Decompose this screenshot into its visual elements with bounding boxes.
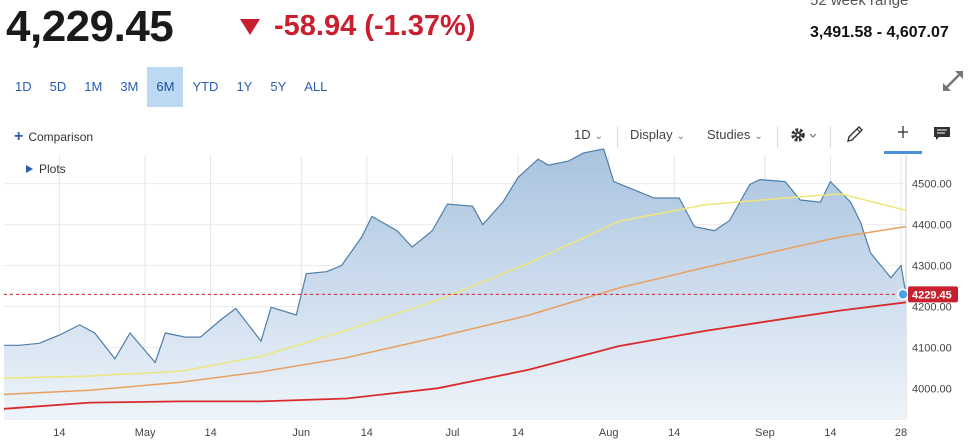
chevron-down-icon: ⌄ xyxy=(754,131,763,142)
divider xyxy=(830,126,831,148)
y-tick-label: 4400.00 xyxy=(912,220,952,232)
comparison-button[interactable]: + Comparison xyxy=(14,128,94,145)
last-price-label: 4229.45 xyxy=(912,289,952,301)
interval-label: 1D xyxy=(574,127,591,142)
moving-average-yellow xyxy=(3,193,907,379)
x-tick-label: 28 xyxy=(895,427,907,439)
price-line xyxy=(4,148,907,364)
moving-average-red xyxy=(3,301,907,410)
gear-icon[interactable] xyxy=(789,126,819,146)
x-tick-label: Aug xyxy=(599,427,619,439)
week52-range: 3,491.58 - 4,607.07 xyxy=(810,24,949,41)
last-price-tag xyxy=(908,286,958,303)
pencil-icon[interactable] xyxy=(845,124,865,144)
range-selector: 1D 5D 1M 3M 6M YTD 1Y 5Y ALL xyxy=(6,67,336,107)
studies-dropdown[interactable]: Studies ⌄ xyxy=(707,127,763,142)
range-1m[interactable]: 1M xyxy=(84,79,103,94)
divider xyxy=(777,126,778,148)
x-tick-label: 14 xyxy=(361,427,373,439)
price-change: -58.94 (-1.37%) xyxy=(240,10,476,43)
y-tick-label: 4000.00 xyxy=(912,383,952,395)
divider xyxy=(617,126,618,148)
y-tick-label: 4200.00 xyxy=(912,301,952,313)
range-3m[interactable]: 3M xyxy=(120,79,139,94)
down-triangle-icon xyxy=(240,18,260,35)
y-tick-label: 4300.00 xyxy=(912,261,952,273)
expand-icon[interactable] xyxy=(940,68,966,94)
x-tick-label: 14 xyxy=(512,427,524,439)
week52-label: 52 week range xyxy=(810,0,909,9)
crosshair-icon[interactable] xyxy=(884,122,922,154)
comparison-label: Comparison xyxy=(28,130,94,144)
range-5y[interactable]: 5Y xyxy=(270,79,287,94)
display-dropdown[interactable]: Display ⌄ xyxy=(630,127,685,142)
triangle-right-icon xyxy=(26,165,33,173)
moving-average-orange xyxy=(3,225,907,396)
y-tick-label: 4100.00 xyxy=(912,342,952,354)
range-5d[interactable]: 5D xyxy=(49,79,67,94)
x-tick-label: May xyxy=(135,427,156,439)
chart-toolbar: + Comparison 1D ⌄ Display ⌄ Studies ⌄ xyxy=(0,120,972,154)
x-tick-label: Jul xyxy=(445,427,459,439)
range-1y[interactable]: 1Y xyxy=(236,79,253,94)
x-tick-label: Sep xyxy=(755,427,775,439)
display-label: Display xyxy=(630,127,673,142)
plus-icon: + xyxy=(14,128,24,145)
comment-icon[interactable] xyxy=(932,125,952,143)
y-tick-label: 4500.00 xyxy=(912,179,952,191)
price-area xyxy=(4,148,906,419)
range-6m[interactable]: 6M xyxy=(147,67,184,107)
x-tick-label: 14 xyxy=(824,427,836,439)
studies-label: Studies xyxy=(707,127,751,142)
plots-toggle[interactable]: Plots xyxy=(26,162,66,176)
price-change-value: -58.94 (-1.37%) xyxy=(274,10,476,42)
chevron-down-icon: ⌄ xyxy=(676,131,686,142)
x-tick-label: Jun xyxy=(292,427,310,439)
range-ytd[interactable]: YTD xyxy=(192,79,219,94)
x-tick-label: 14 xyxy=(204,427,216,439)
current-price: 4,229.45 xyxy=(6,2,174,51)
x-tick-label: 14 xyxy=(53,427,65,439)
interval-dropdown[interactable]: 1D ⌄ xyxy=(574,127,603,142)
x-tick-label: 14 xyxy=(668,427,680,439)
last-price-dot xyxy=(897,288,909,301)
chevron-down-icon: ⌄ xyxy=(594,131,604,142)
range-1d[interactable]: 1D xyxy=(15,79,32,94)
plots-label: Plots xyxy=(39,162,66,176)
range-all[interactable]: ALL xyxy=(304,79,328,94)
